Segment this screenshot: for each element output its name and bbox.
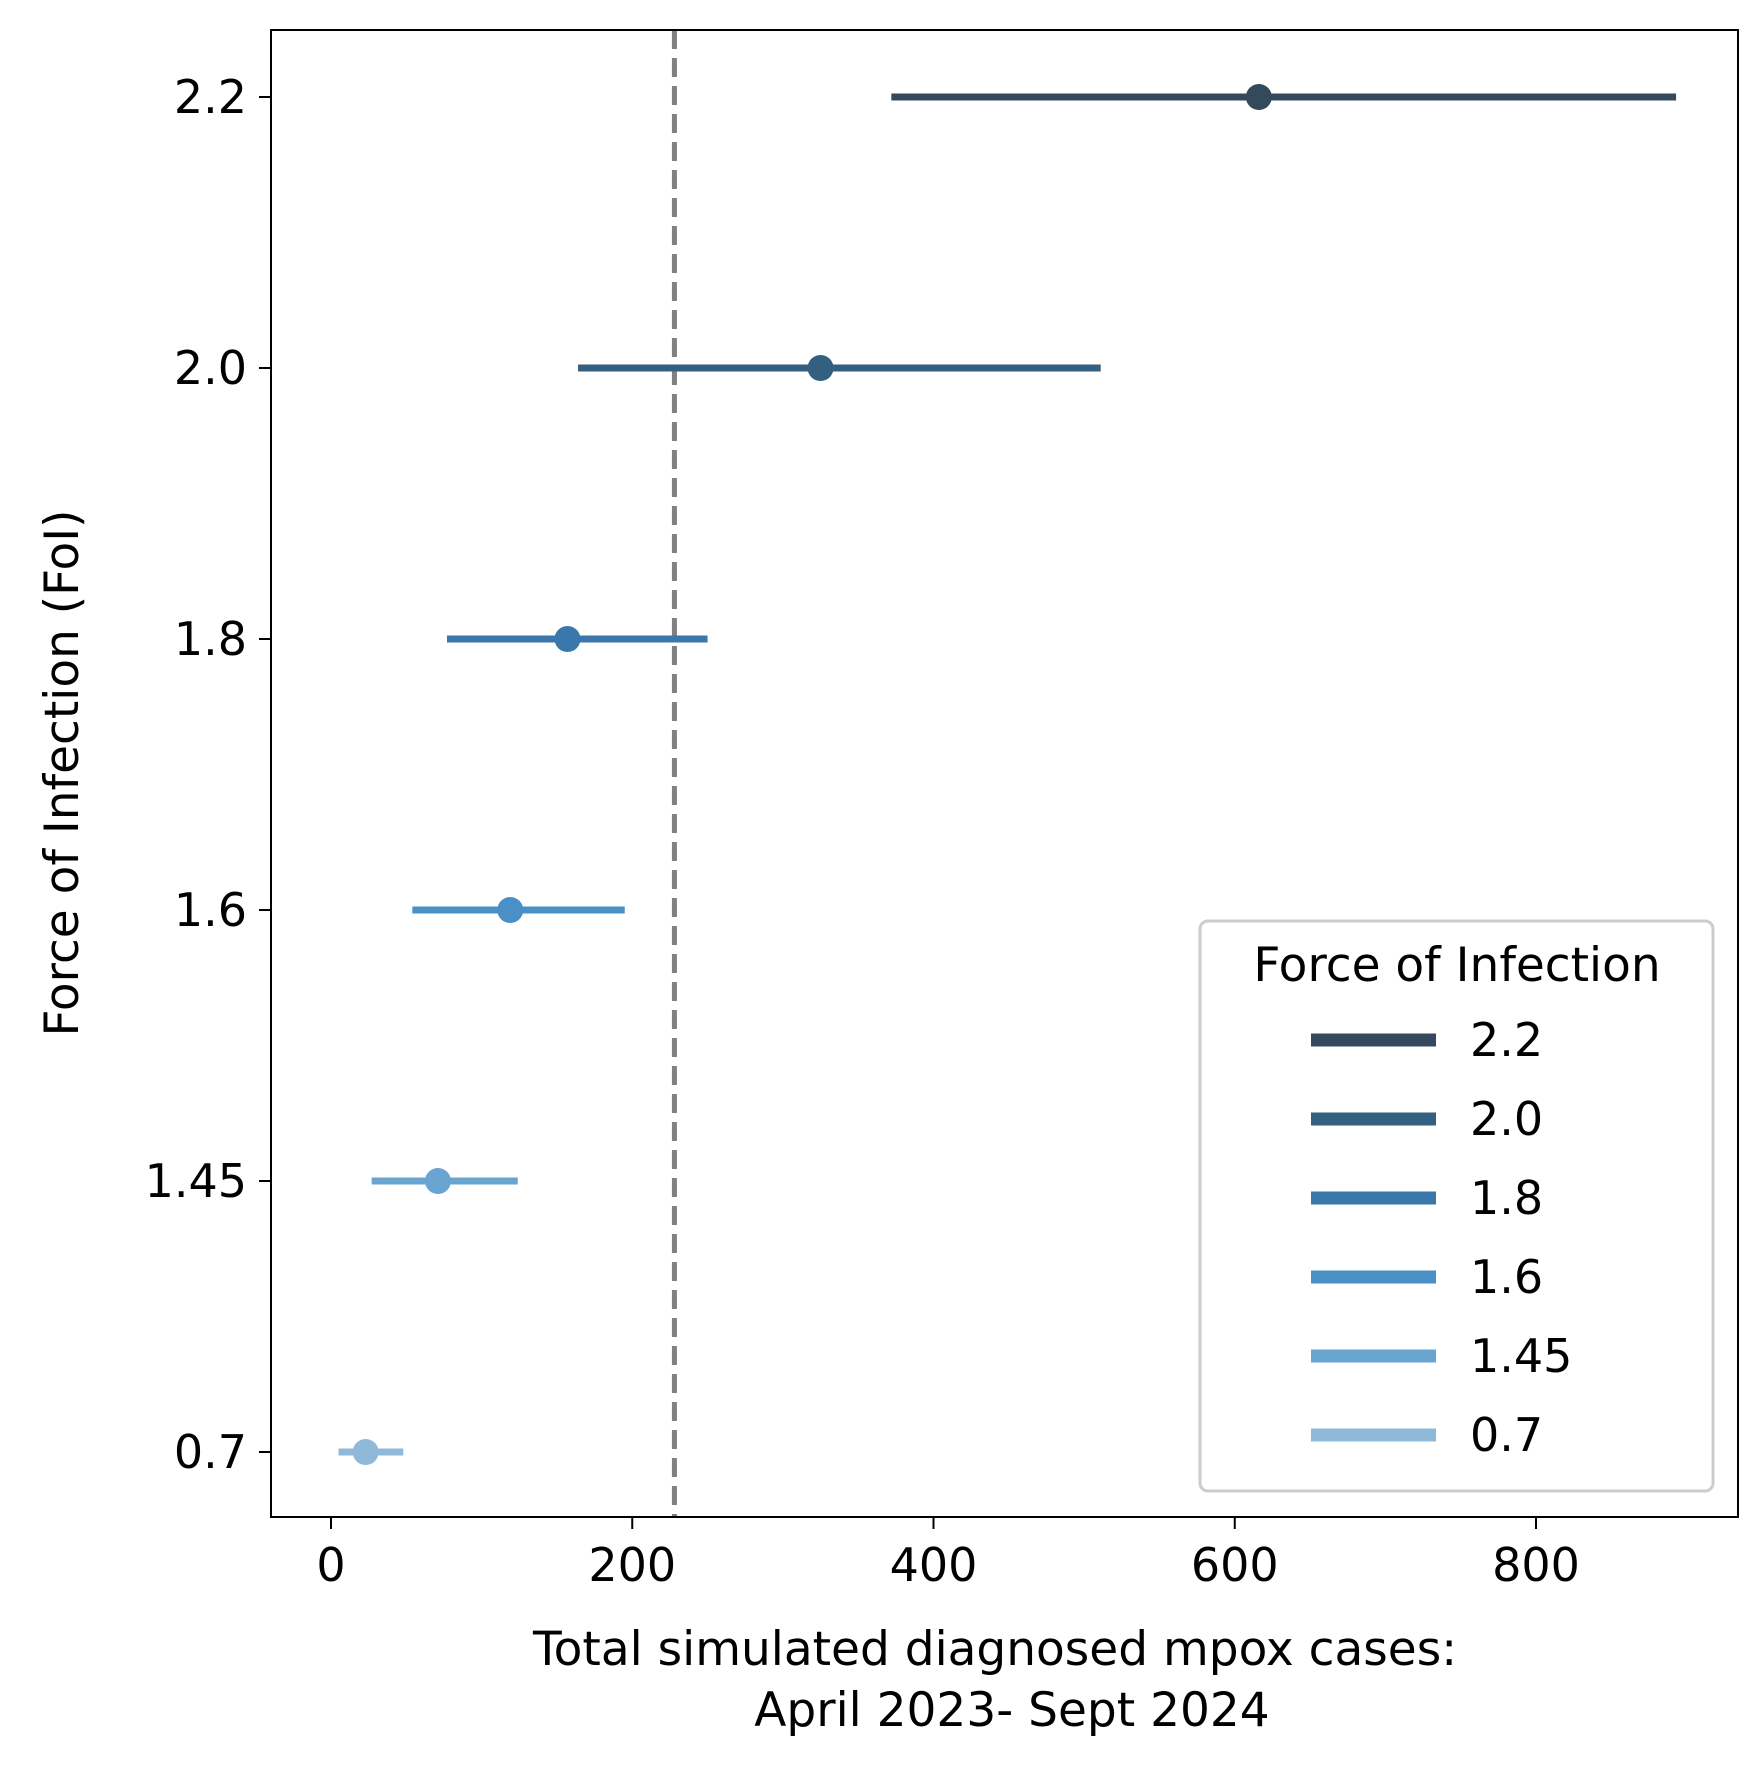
x-tick-label: 800 bbox=[1492, 1538, 1580, 1592]
x-tick-label: 400 bbox=[890, 1538, 978, 1592]
legend-label: 1.45 bbox=[1470, 1329, 1572, 1383]
y-axis: 0.7 1.45 1.6 1.8 2.0 2.2 bbox=[145, 70, 271, 1479]
legend-entries: 2.2 2.0 1.8 1.6 1.45 0.7 bbox=[1311, 1013, 1572, 1462]
y-tick-label: 2.2 bbox=[174, 70, 247, 124]
x-axis-label-line-1: Total simulated diagnosed mpox cases: bbox=[532, 1622, 1457, 1677]
median-point bbox=[352, 1439, 379, 1465]
x-tick-label: 600 bbox=[1191, 1538, 1279, 1592]
series-layer bbox=[338, 84, 1677, 1465]
y-tick-label: 2.0 bbox=[174, 341, 247, 395]
y-tick-label: 1.8 bbox=[174, 612, 247, 666]
legend-title: Force of Infection bbox=[1253, 938, 1660, 993]
median-point bbox=[554, 626, 581, 652]
x-axis: 0 200 400 600 800 bbox=[316, 1517, 1580, 1592]
plot-frame bbox=[270, 29, 1739, 1518]
legend-label: 0.7 bbox=[1470, 1408, 1543, 1462]
median-point bbox=[424, 1168, 451, 1194]
y-tick-label: 1.6 bbox=[174, 883, 247, 937]
legend: Force of Infection 2.2 2.0 1.8 1.6 1.45 0.7 bbox=[1198, 919, 1715, 1493]
legend-label: 2.0 bbox=[1470, 1092, 1543, 1146]
y-tick-label: 0.7 bbox=[174, 1425, 247, 1479]
y-axis-label: Force of Infection (FoI) bbox=[35, 510, 90, 1037]
y-tick-label: 1.45 bbox=[145, 1154, 247, 1208]
x-tick-label: 200 bbox=[588, 1538, 676, 1592]
median-point bbox=[497, 897, 524, 923]
median-point bbox=[1245, 84, 1272, 110]
x-axis-label-line-2: April 2023- Sept 2024 bbox=[754, 1683, 1269, 1738]
legend-label: 1.8 bbox=[1470, 1171, 1543, 1225]
legend-frame bbox=[1198, 919, 1715, 1493]
x-tick-label: 0 bbox=[316, 1538, 345, 1592]
median-point bbox=[807, 355, 834, 381]
legend-label: 2.2 bbox=[1470, 1013, 1543, 1067]
legend-label: 1.6 bbox=[1470, 1250, 1543, 1304]
